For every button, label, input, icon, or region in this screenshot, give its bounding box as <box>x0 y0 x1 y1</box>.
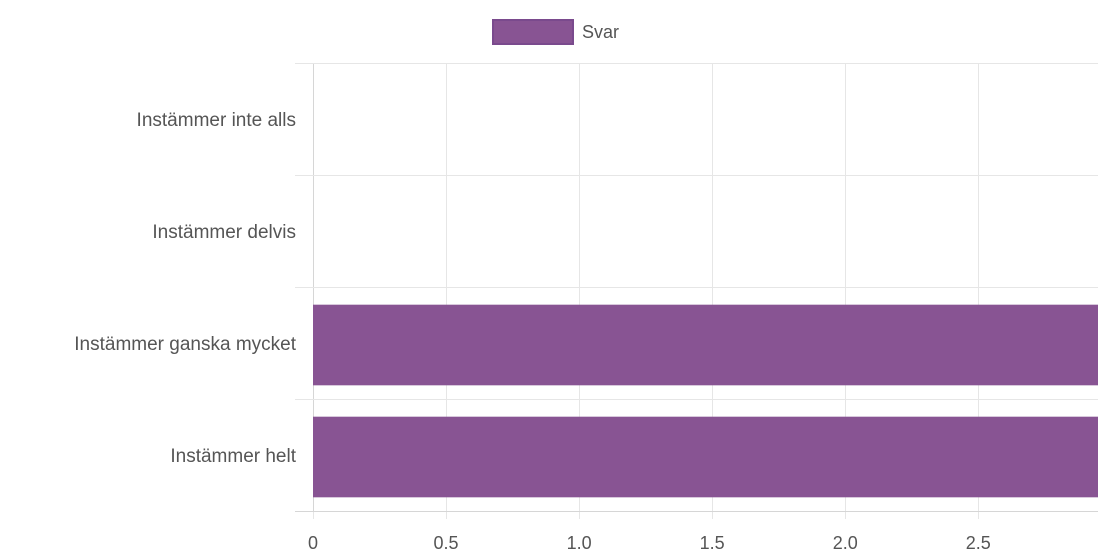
bar <box>313 416 1098 498</box>
x-tick-label: 2.0 <box>833 533 858 553</box>
x-tick-label: 0 <box>308 533 318 553</box>
x-tick-label: 2.5 <box>966 533 991 553</box>
category-label: Instämmer delvis <box>152 222 296 243</box>
x-tick-label: 0.5 <box>434 533 459 553</box>
x-tick-label: 1.5 <box>700 533 725 553</box>
legend-label: Svar <box>582 21 620 42</box>
category-label: Instämmer inte alls <box>137 110 296 131</box>
legend[interactable]: Svar <box>492 17 619 47</box>
bar <box>313 304 1098 386</box>
category-label: Instämmer ganska mycket <box>74 334 296 355</box>
x-tick-label: 1.0 <box>567 533 592 553</box>
category-label: Instämmer helt <box>170 446 296 467</box>
legend-swatch <box>492 19 574 45</box>
